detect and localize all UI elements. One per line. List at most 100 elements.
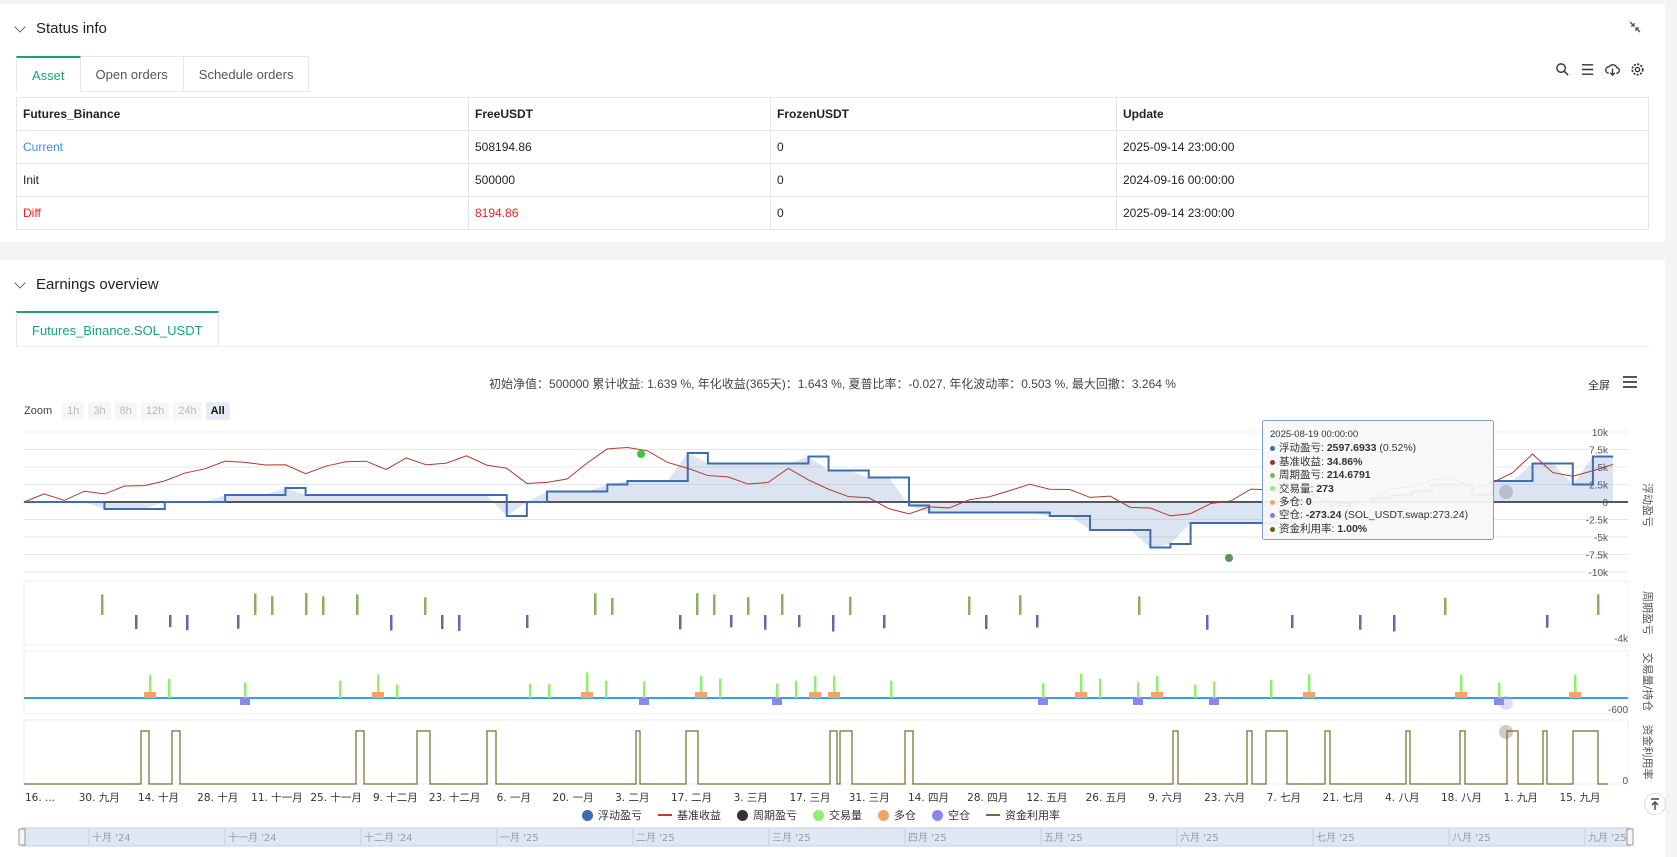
zoom-all-button[interactable]: All	[205, 402, 230, 420]
zoom-12h-button[interactable]: 12h	[140, 402, 170, 420]
volume-bar	[833, 675, 836, 698]
tooltip-row: 多仓: 0	[1270, 496, 1486, 509]
legend-label: 交易量	[829, 810, 862, 822]
table-cell: 2025-09-14 23:00:00	[1116, 196, 1649, 230]
y-tick-label: -7.5k	[1586, 551, 1609, 562]
volume-bar	[1460, 674, 1463, 698]
panel-title: 周期盈亏	[1641, 591, 1654, 635]
navigator-tick-label: 九月 '25	[1588, 832, 1627, 844]
tooltip-extra: (0.52%)	[1376, 442, 1417, 455]
tooltip-label: 多仓:	[1279, 496, 1306, 509]
period-pnl-bar	[1546, 615, 1549, 628]
navigator-tick-label: 七月 '25	[1316, 832, 1355, 844]
search-icon[interactable]	[1555, 62, 1570, 77]
tab-schedule-orders[interactable]: Schedule orders	[183, 56, 310, 92]
navigator-tick-label: 八月 '25	[1452, 832, 1491, 844]
gear-icon[interactable]	[1630, 62, 1645, 77]
period-pnl-bar	[1597, 594, 1600, 615]
volume-bar	[168, 678, 171, 698]
chart-tooltip: 2025-08-19 00:00:00 浮动盈亏: 2597.6933 (0.5…	[1262, 420, 1494, 540]
tab-asset[interactable]: Asset	[16, 56, 81, 92]
legend-item[interactable]: 基准收益	[658, 807, 721, 823]
period-pnl-bar	[713, 594, 716, 615]
table-cell: 2025-09-14 23:00:00	[1116, 130, 1649, 164]
row-label-current[interactable]: Current	[16, 130, 469, 164]
legend-item[interactable]: 周期盈亏	[737, 807, 797, 823]
period-pnl-bar	[1393, 615, 1396, 632]
series-dot-icon	[1270, 459, 1275, 465]
zoom-3h-button[interactable]: 3h	[88, 402, 111, 420]
tooltip-row: 资金利用率: 1.00%	[1270, 523, 1486, 536]
min-marker	[1225, 554, 1233, 562]
period-pnl-bar	[526, 615, 529, 628]
volume-bar	[700, 675, 703, 698]
table-row: Diff 8194.86 0 2025-09-14 23:00:00	[16, 196, 1649, 230]
earnings-header[interactable]: Earnings overview	[14, 276, 159, 293]
y-tick-label: 10k	[1592, 428, 1609, 439]
cloud-download-icon[interactable]	[1605, 62, 1620, 77]
column-header: FreeUSDT	[468, 97, 771, 131]
x-tick-label: 7. 七月	[1267, 792, 1301, 804]
legend-item[interactable]: 交易量	[813, 807, 862, 823]
tooltip-value: -273.24	[1305, 509, 1342, 522]
long-position-bar	[809, 692, 821, 698]
long-position-bar	[828, 692, 840, 698]
legend-item[interactable]: 多仓	[878, 807, 916, 823]
legend-item[interactable]: 资金利用率	[986, 807, 1060, 823]
series-dot-icon	[1270, 499, 1275, 505]
x-tick-label: 4. 八月	[1385, 792, 1419, 804]
zoom-8h-button[interactable]: 8h	[114, 402, 137, 420]
tab-open-orders[interactable]: Open orders	[80, 56, 184, 92]
x-tick-label: 9. 六月	[1148, 792, 1182, 804]
tab-futures-binance-sol-usdt[interactable]: Futures_Binance.SOL_USDT	[16, 311, 219, 347]
y-tick-label: 0	[1622, 776, 1628, 787]
navigator-tick-label: 五月 '25	[1044, 832, 1083, 844]
series-dot-icon	[1270, 486, 1275, 492]
menu-icon[interactable]	[1622, 375, 1638, 389]
legend-item[interactable]: 空仓	[932, 807, 970, 823]
list-icon[interactable]	[1580, 62, 1595, 77]
volume-bar	[1042, 683, 1045, 698]
y-tick-label: 7.5k	[1589, 446, 1609, 457]
navigator-tick-label: 十一月 '24	[228, 831, 277, 844]
period-pnl-bar	[1019, 595, 1022, 615]
volume-bar	[776, 683, 779, 698]
long-position-bar	[695, 692, 707, 698]
tooltip-label: 基准收益:	[1279, 455, 1327, 468]
volume-bar	[1099, 678, 1102, 698]
zoom-24h-button[interactable]: 24h	[173, 402, 202, 420]
navigator-tick-label: 十月 '24	[92, 831, 131, 844]
legend-item[interactable]: 浮动盈亏	[582, 807, 642, 823]
navigator-tick-label: 一月 '25	[500, 832, 539, 844]
zoom-1h-button[interactable]: 1h	[62, 402, 85, 420]
volume-bar	[1080, 673, 1083, 698]
long-position-bar	[581, 692, 593, 698]
long-position-bar	[1303, 692, 1315, 698]
fullscreen-button[interactable]: 全屏	[1588, 380, 1610, 392]
x-tick-label: 17. 三月	[789, 792, 830, 804]
legend-swatch-icon	[932, 809, 943, 821]
x-tick-label: 14. 十月	[138, 791, 179, 804]
period-pnl-bar	[356, 594, 359, 615]
x-tick-label: 1. 九月	[1504, 792, 1538, 804]
x-tick-label: 21. 七月	[1323, 792, 1364, 804]
long-position-bar	[1455, 692, 1467, 698]
long-position-bar	[1075, 692, 1087, 698]
status-header[interactable]: Status info	[14, 20, 107, 37]
y-tick-label: 2.5k	[1589, 481, 1609, 492]
hover-marker	[1499, 696, 1513, 710]
tooltip-value: 1.00%	[1337, 522, 1368, 535]
legend-swatch-icon	[986, 814, 1000, 816]
navigator-tick-label: 六月 '25	[1180, 832, 1219, 844]
collapse-icon[interactable]	[1628, 20, 1642, 34]
y-tick-label: 5k	[1597, 463, 1609, 474]
volume-bar	[795, 680, 798, 698]
column-header: FrozenUSDT	[770, 97, 1117, 131]
long-position-bar	[1569, 692, 1581, 698]
panel-title: 浮动盈亏	[1641, 483, 1654, 527]
back-to-top-button[interactable]	[1644, 793, 1666, 815]
earnings-panel: Earnings overview	[0, 260, 1665, 857]
hover-marker	[1499, 485, 1513, 499]
short-position-bar	[1494, 698, 1504, 705]
